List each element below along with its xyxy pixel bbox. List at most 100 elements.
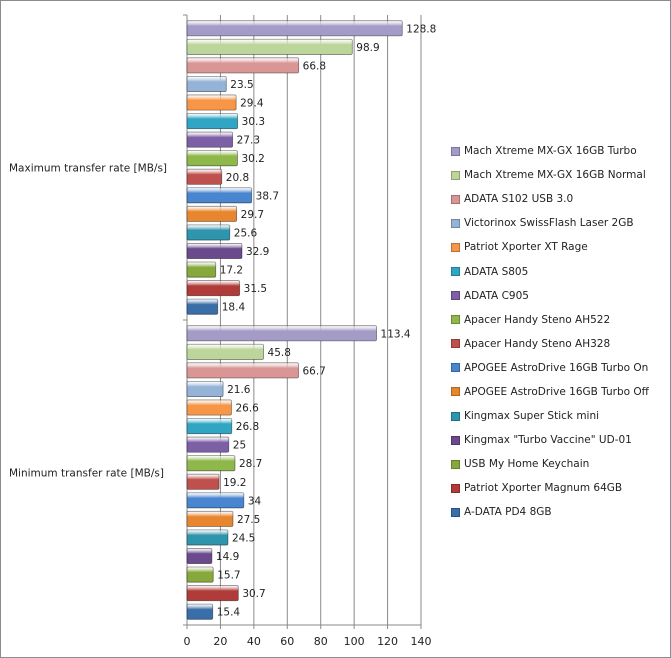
legend-swatch [451,146,460,156]
legend-label: USB My Home Keychain [464,458,590,471]
legend-swatch [451,218,460,228]
bar [186,492,245,509]
bar [186,187,253,204]
data-label: 30.2 [241,153,264,165]
bar [186,529,229,546]
legend-label: A-DATA PD4 8GB [464,506,552,519]
legend-swatch [451,315,460,325]
x-tick-label: 80 [314,635,328,648]
x-tick-label: 100 [344,635,365,648]
bar [186,585,239,602]
category-label: Maximum transfer rate [MB/s] [9,163,167,175]
data-label: 27.5 [237,514,260,526]
data-label: 15.4 [217,607,241,619]
data-label: 26.6 [235,403,259,415]
category-label: Minimum transfer rate [MB/s] [9,468,164,480]
data-label: 113.4 [381,328,411,340]
data-label: 98.9 [356,42,379,54]
bar [186,20,403,37]
bar [186,168,223,185]
legend-item: Patriot Xporter XT Rage [451,235,666,259]
x-tick-label: 20 [213,635,227,648]
data-label: 15.7 [217,570,240,582]
data-label: 28.7 [239,458,262,470]
data-label: 19.2 [223,477,246,489]
data-label: 26.8 [236,421,259,433]
bar [186,131,234,148]
legend-label: ADATA S102 USB 3.0 [464,193,574,206]
legend-item: A-DATA PD4 8GB [451,500,666,524]
bar [186,436,230,453]
legend-swatch [451,242,460,252]
legend-swatch [451,267,460,277]
data-label: 45.8 [268,347,291,359]
legend-item: ADATA S805 [451,259,666,283]
legend-item: Kingmax "Turbo Vaccine" UD-01 [451,428,666,452]
data-label: 128.8 [406,23,436,35]
bar [186,548,213,565]
data-label: 25.6 [234,227,258,239]
bar [186,261,217,278]
data-label: 17.2 [220,265,243,277]
x-tick-label: 120 [377,635,398,648]
legend-item: APOGEE AstroDrive 16GB Turbo On [451,356,666,380]
legend-item: ADATA C905 [451,284,666,308]
data-label: 31.5 [244,283,267,295]
bar [186,150,238,167]
data-label: 20.8 [226,172,249,184]
data-label: 34 [248,495,262,507]
data-label: 18.4 [222,302,246,314]
legend-item: Mach Xtreme MX-GX 16GB Normal [451,163,666,187]
legend-label: Victorinox SwissFlash Laser 2GB [464,217,634,230]
legend-label: APOGEE AstroDrive 16GB Turbo On [464,361,649,374]
legend-item: Patriot Xporter Magnum 64GB [451,476,666,500]
data-label: 32.9 [246,246,269,258]
legend: Mach Xtreme MX-GX 16GB Turbo Mach Xtreme … [451,139,666,525]
legend-label: APOGEE AstroDrive 16GB Turbo Off [464,385,649,398]
bar [186,399,232,416]
legend-swatch [451,483,460,493]
bar [186,205,238,222]
data-label: 29.7 [241,209,264,221]
data-label: 21.6 [227,384,251,396]
bar [186,298,219,315]
data-label: 66.8 [303,60,326,72]
legend-item: Victorinox SwissFlash Laser 2GB [451,211,666,235]
legend-label: Patriot Xporter XT Rage [464,241,588,254]
legend-swatch [451,170,460,180]
data-label: 38.7 [256,190,279,202]
bar [186,57,300,74]
legend-swatch [451,194,460,204]
data-label: 23.5 [230,79,253,91]
legend-swatch [451,411,460,421]
bar [186,418,233,435]
data-label: 30.3 [242,116,265,128]
legend-label: Apacer Handy Steno AH328 [464,337,611,350]
legend-label: Mach Xtreme MX-GX 16GB Normal [464,169,646,182]
legend-swatch [451,507,460,517]
legend-swatch [451,339,460,349]
legend-label: ADATA C905 [464,289,529,302]
legend-label: Mach Xtreme MX-GX 16GB Turbo [464,145,637,158]
x-tick-label: 140 [411,635,432,648]
bar [186,362,299,379]
bar [186,343,264,360]
legend-label: ADATA S805 [464,265,529,278]
data-label: 30.7 [242,588,265,600]
bar [186,603,214,620]
bar [186,473,220,490]
bar [186,280,241,297]
bar [186,224,231,241]
data-label: 66.7 [302,365,325,377]
bar [186,380,224,397]
legend-swatch [451,459,460,469]
x-tick-label: 0 [184,635,191,648]
data-label: 25 [233,440,246,452]
bar [186,566,214,583]
data-label: 14.9 [216,551,239,563]
bar [186,510,234,527]
legend-item: APOGEE AstroDrive 16GB Turbo Off [451,380,666,404]
x-tick-label: 60 [280,635,294,648]
bar [186,325,377,342]
